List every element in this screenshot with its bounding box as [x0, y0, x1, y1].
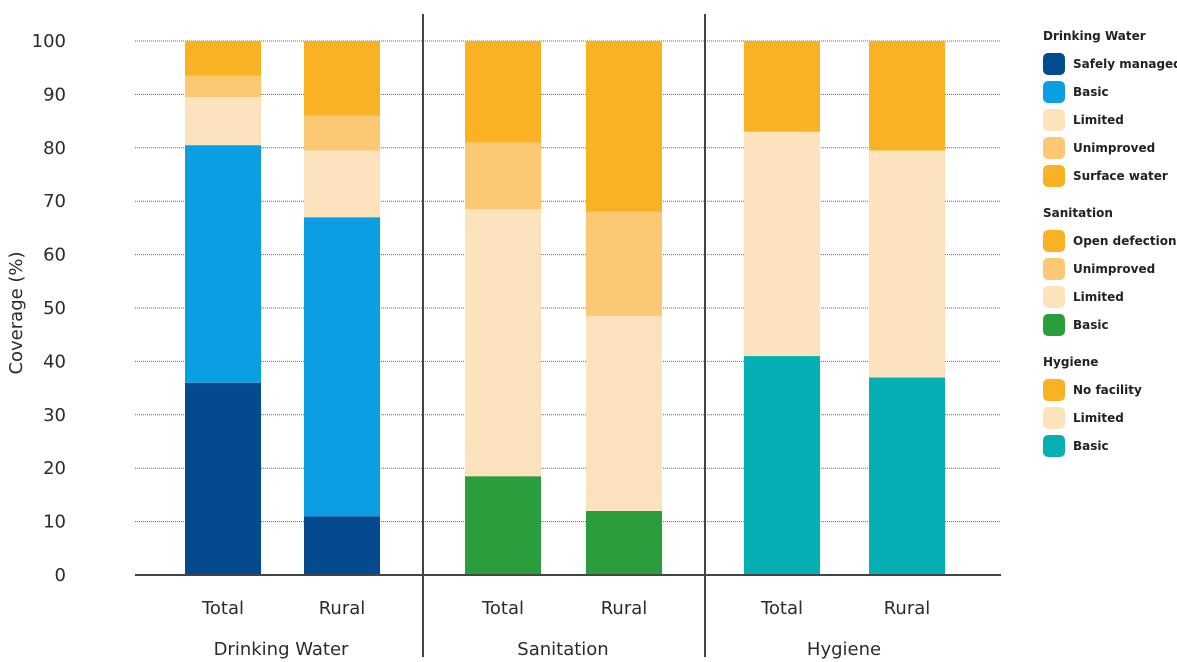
x-tick-label: Rural: [601, 598, 648, 619]
group-label: Hygiene: [807, 639, 881, 660]
group-label: Drinking Water: [214, 639, 349, 660]
bar-segment: [744, 41, 820, 132]
bar-segment: [586, 211, 662, 317]
legend-swatch: [1043, 137, 1065, 159]
bar-segment: [304, 115, 380, 151]
legend-swatch: [1043, 230, 1065, 252]
bar-segment: [304, 217, 380, 517]
bar-segment: [185, 75, 261, 98]
legend-item: No facility: [1043, 376, 1173, 404]
y-tick-label: 10: [43, 512, 66, 533]
legend-item: Basic: [1043, 432, 1173, 460]
legend-label: Open defection: [1073, 234, 1177, 248]
x-tick-label: Total: [481, 598, 524, 619]
bar-segment: [465, 476, 541, 575]
group-label: Sanitation: [517, 639, 608, 660]
x-tick-label: Total: [760, 598, 803, 619]
legend-label: Unimproved: [1073, 141, 1156, 155]
legend-group: Sanitation Open defection Unimproved Limite…: [1043, 203, 1177, 339]
legend-swatch: [1043, 286, 1065, 308]
legend-item: Basic: [1043, 311, 1173, 339]
legend-item: Safely managed: [1043, 50, 1177, 78]
legend-swatch: [1043, 435, 1065, 457]
legend-group-title: Hygiene: [1043, 355, 1099, 369]
bar-segment: [304, 41, 380, 116]
legend-swatch: [1043, 407, 1065, 429]
bar-segment: [304, 150, 380, 218]
bar-segment: [465, 209, 541, 477]
bar-segment: [744, 356, 820, 575]
bar-segment: [869, 41, 945, 151]
legend-label: Safely managed: [1073, 57, 1177, 71]
legend-label: Unimproved: [1073, 262, 1156, 276]
legend-label: Limited: [1073, 290, 1124, 304]
bar-segment: [586, 316, 662, 511]
y-axis-title: Coverage (%): [6, 251, 27, 374]
x-tick-label: Total: [201, 598, 244, 619]
bar-segment: [304, 516, 380, 575]
legend-item: Surface water: [1043, 162, 1173, 190]
legend-label: Basic: [1073, 439, 1109, 453]
y-tick-label: 100: [32, 31, 66, 52]
y-tick-label: 40: [43, 351, 66, 372]
legend-item: Basic: [1043, 78, 1173, 106]
legend-item: Limited: [1043, 404, 1173, 432]
legend-label: Limited: [1073, 113, 1124, 127]
chart-legend: Drinking Water Safely managed Basic Limited…: [1043, 26, 1177, 473]
y-tick-label: 80: [43, 138, 66, 159]
bar-segment: [744, 131, 820, 357]
legend-item: Limited: [1043, 106, 1173, 134]
bar-segment: [185, 41, 261, 76]
y-tick-label: 0: [55, 565, 66, 586]
y-tick-label: 70: [43, 191, 66, 212]
bar-segment: [465, 41, 541, 143]
legend-label: Basic: [1073, 85, 1109, 99]
bar-segment: [185, 382, 261, 575]
legend-label: Basic: [1073, 318, 1109, 332]
y-tick-label: 60: [43, 245, 66, 266]
legend-label: No facility: [1073, 383, 1142, 397]
legend-label: Surface water: [1073, 169, 1168, 183]
bar-segment: [869, 377, 945, 575]
bar-segment: [465, 142, 541, 210]
y-tick-label: 20: [43, 458, 66, 479]
legend-swatch: [1043, 379, 1065, 401]
x-tick-label: Rural: [884, 598, 931, 619]
legend-group: Hygiene No facility Limited Basic: [1043, 352, 1173, 460]
bar-segment: [185, 97, 261, 146]
legend-group: Drinking Water Safely managed Basic Limited…: [1043, 26, 1177, 190]
legend-swatch: [1043, 314, 1065, 336]
legend-swatch: [1043, 165, 1065, 187]
legend-swatch: [1043, 258, 1065, 280]
legend-item: Unimproved: [1043, 134, 1173, 162]
legend-item: Limited: [1043, 283, 1173, 311]
y-tick-label: 30: [43, 405, 66, 426]
legend-swatch: [1043, 81, 1065, 103]
bar-segment: [586, 41, 662, 212]
bar-segment: [586, 510, 662, 575]
bar-segment: [869, 150, 945, 378]
bar-segment: [185, 145, 261, 383]
x-tick-label: Rural: [319, 598, 366, 619]
y-tick-label: 50: [43, 298, 66, 319]
legend-swatch: [1043, 109, 1065, 131]
y-tick-label: 90: [43, 84, 66, 105]
legend-swatch: [1043, 53, 1065, 75]
legend-item: Open defection: [1043, 227, 1177, 255]
legend-label: Limited: [1073, 411, 1124, 425]
legend-item: Unimproved: [1043, 255, 1173, 283]
legend-group-title: Drinking Water: [1043, 29, 1146, 43]
legend-group-title: Sanitation: [1043, 206, 1113, 220]
